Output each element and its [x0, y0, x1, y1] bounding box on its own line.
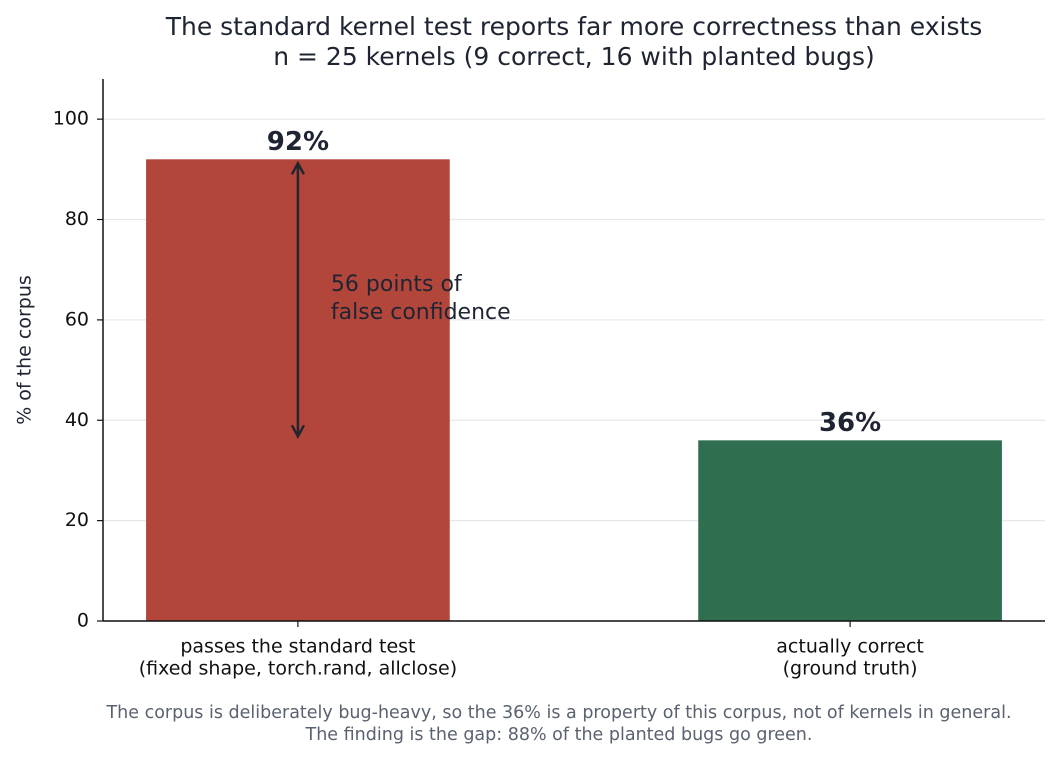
chart-subtitle: n = 25 kernels (9 correct, 16 with plant…: [273, 42, 875, 71]
value-label: 92%: [267, 127, 329, 157]
annotation: 56 points of: [331, 272, 463, 297]
y-tick-label: 60: [65, 308, 89, 330]
x-tick-label: (fixed shape, torch.rand, allclose): [139, 658, 457, 680]
arrow-head: [290, 424, 306, 439]
y-tick-label: 20: [65, 509, 89, 531]
arrow-head: [290, 160, 306, 175]
y-axis-label: % of the corpus: [14, 275, 36, 425]
annotation: false confidence: [331, 300, 511, 325]
x-tick-label: actually correct: [776, 636, 924, 658]
x-tick-label: passes the standard test: [180, 636, 415, 658]
x-tick-label: (ground truth): [783, 658, 918, 680]
footnote: The corpus is deliberately bug-heavy, so…: [105, 703, 1011, 723]
y-tick-label: 100: [53, 108, 89, 130]
footnote: The finding is the gap: 88% of the plant…: [305, 725, 813, 745]
bar: [698, 440, 1002, 621]
value-label: 36%: [819, 408, 881, 438]
y-tick-label: 0: [77, 610, 89, 632]
y-tick-label: 40: [65, 409, 89, 431]
y-tick-label: 80: [65, 208, 89, 230]
chart-title: The standard kernel test reports far mor…: [165, 12, 983, 41]
